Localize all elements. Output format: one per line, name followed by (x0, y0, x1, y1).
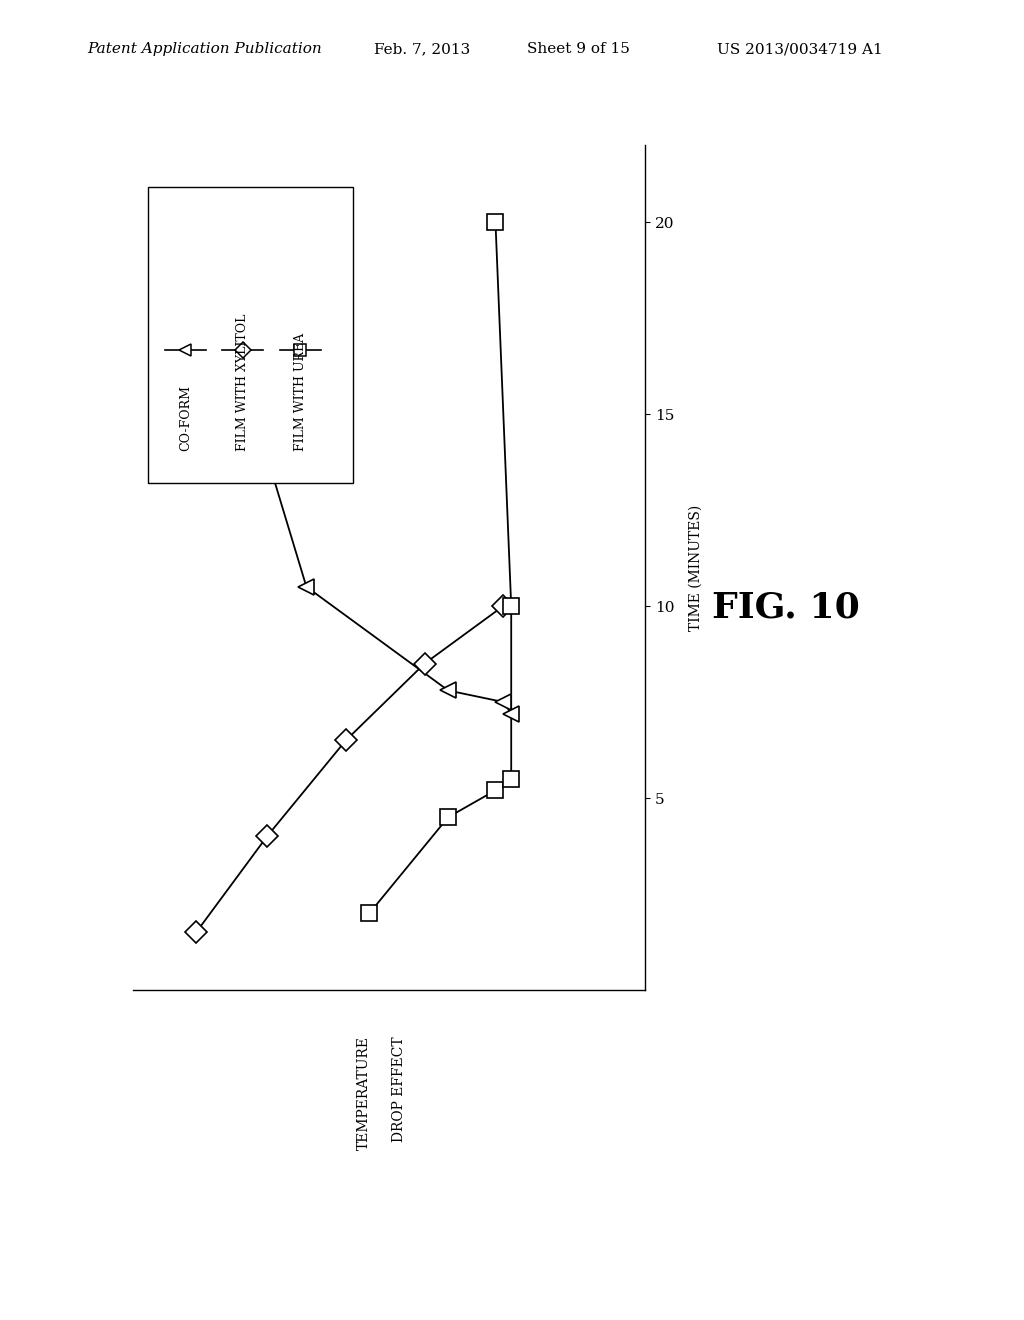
Text: TEMPERATURE: TEMPERATURE (356, 1036, 371, 1150)
Text: US 2013/0034719 A1: US 2013/0034719 A1 (717, 42, 883, 57)
Text: FIG. 10: FIG. 10 (712, 590, 859, 624)
Text: Feb. 7, 2013: Feb. 7, 2013 (374, 42, 470, 57)
Text: CO-FORM: CO-FORM (179, 385, 191, 451)
Text: FILM WITH XYLITOL: FILM WITH XYLITOL (237, 314, 249, 451)
Y-axis label: TIME (MINUTES): TIME (MINUTES) (688, 504, 702, 631)
Text: DROP EFFECT: DROP EFFECT (392, 1036, 407, 1142)
Text: Patent Application Publication: Patent Application Publication (87, 42, 322, 57)
Text: Sheet 9 of 15: Sheet 9 of 15 (527, 42, 630, 57)
FancyBboxPatch shape (148, 187, 353, 483)
Text: FILM WITH UREA: FILM WITH UREA (294, 334, 306, 451)
